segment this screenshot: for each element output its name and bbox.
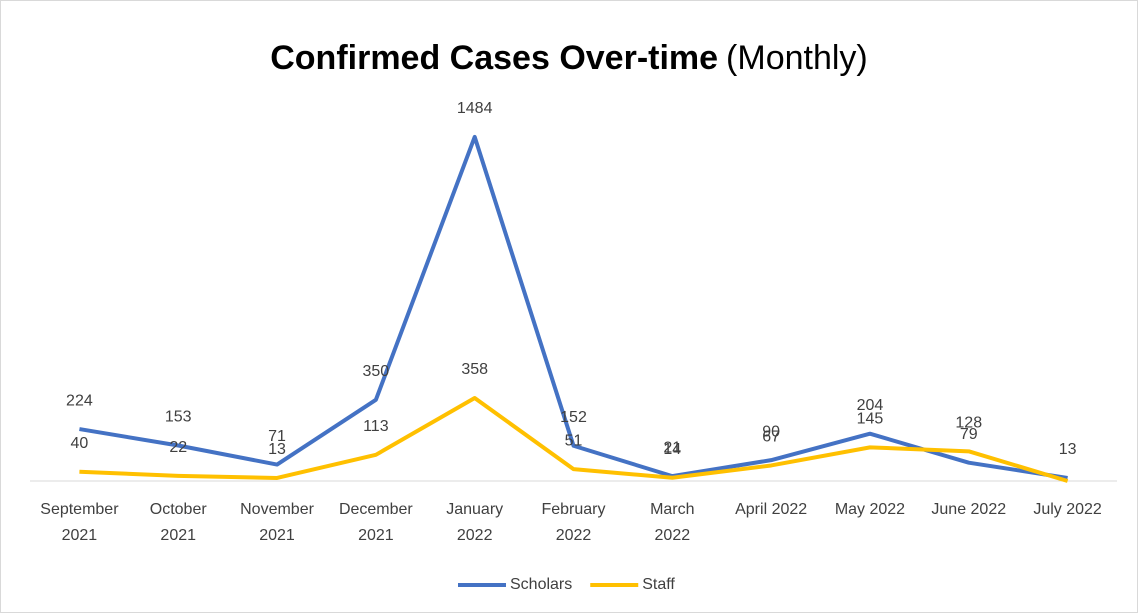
data-label: 204: [857, 397, 884, 414]
data-label: 358: [461, 361, 488, 378]
data-label: 224: [66, 392, 93, 409]
data-label: 13: [268, 441, 286, 458]
data-label: 152: [560, 409, 587, 426]
x-tick-label: April 2022: [735, 501, 807, 518]
data-label: 128: [955, 415, 982, 432]
data-label: 90: [762, 423, 780, 440]
x-tick-label-line: 2021: [62, 527, 98, 544]
x-tick-label-line: September: [40, 501, 119, 518]
data-label: 13: [1059, 441, 1077, 458]
chart-title: Confirmed Cases Over-time: [270, 39, 718, 77]
x-tick-label-line: July 2022: [1033, 501, 1102, 518]
x-tick-label-line: May 2022: [835, 501, 905, 518]
data-label: 21: [663, 439, 681, 456]
data-label: 22: [169, 439, 187, 456]
x-tick-label-line: June 2022: [931, 501, 1006, 518]
data-label: 145: [857, 411, 884, 428]
x-tick-label-line: January: [446, 501, 503, 518]
x-tick-label: July 2022: [1033, 501, 1102, 518]
series-line: [79, 134, 1068, 480]
chart-title-group: Confirmed Cases Over-time (Monthly): [270, 39, 868, 77]
x-tick-label-line: April 2022: [735, 501, 807, 518]
x-tick-label-line: 2022: [457, 527, 493, 544]
legend-label: Staff: [642, 576, 675, 593]
x-tick-label-line: December: [339, 501, 413, 518]
x-tick-label: September 2021: [40, 501, 119, 544]
series-line: [79, 395, 1069, 483]
x-tick-label: December 2021: [339, 501, 413, 544]
data-label: 1484: [457, 100, 493, 117]
data-label: 79: [960, 426, 978, 443]
x-tick-label: March 2022: [650, 501, 694, 544]
x-tick-label-line: March: [650, 501, 694, 518]
x-tick-label-line: 2021: [259, 527, 295, 544]
x-tick-label-line: February: [541, 501, 605, 518]
data-label: 14: [663, 441, 681, 458]
x-tick-label-line: November: [240, 501, 314, 518]
data-label: 153: [165, 409, 192, 426]
x-tick-label: November 2021: [240, 501, 314, 544]
x-tick-label: February 2022: [541, 501, 605, 544]
x-tick-label-line: 2021: [358, 527, 394, 544]
x-tick-label-line: 2021: [160, 527, 196, 544]
x-tick-label-line: 2022: [556, 527, 592, 544]
x-tick-label-line: 2022: [655, 527, 691, 544]
x-tick-label: June 2022: [931, 501, 1006, 518]
x-tick-label: May 2022: [835, 501, 905, 518]
x-tick-label-line: October: [150, 501, 208, 518]
data-label: 113: [363, 418, 389, 435]
legend-label: Scholars: [510, 576, 572, 593]
x-tick-label: January 2022: [446, 501, 503, 544]
data-label: 51: [565, 432, 583, 449]
data-label: 40: [71, 435, 89, 452]
data-label: 350: [363, 363, 390, 380]
data-label: 67: [762, 429, 780, 446]
data-label: 71: [268, 428, 286, 445]
chart-subtitle: (Monthly): [726, 39, 868, 77]
x-tick-label: October 2021: [150, 501, 208, 544]
